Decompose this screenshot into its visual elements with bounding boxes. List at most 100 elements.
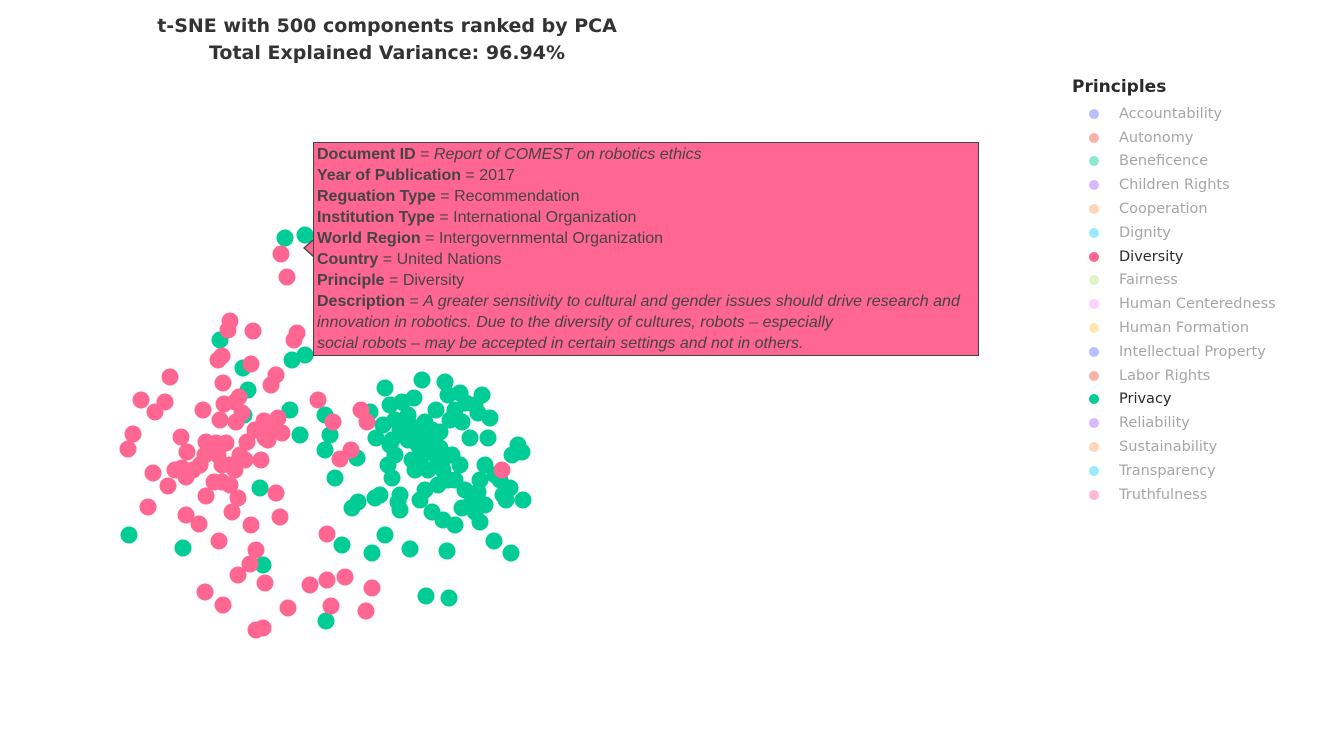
data-point[interactable]	[211, 533, 228, 550]
legend-item-privacy[interactable]: Privacy	[1072, 388, 1276, 412]
data-point[interactable]	[323, 598, 340, 615]
data-point[interactable]	[452, 457, 469, 474]
data-point[interactable]	[435, 462, 452, 479]
data-point[interactable]	[272, 509, 289, 526]
data-point[interactable]	[474, 387, 491, 404]
data-point[interactable]	[162, 369, 179, 386]
data-point[interactable]	[382, 437, 399, 454]
data-point[interactable]	[318, 613, 335, 630]
data-point[interactable]	[191, 516, 208, 533]
legend-item-human-formation[interactable]: Human Formation	[1072, 316, 1276, 340]
data-point[interactable]	[514, 444, 531, 461]
data-point[interactable]	[214, 348, 231, 365]
data-point[interactable]	[412, 492, 429, 509]
data-point[interactable]	[179, 444, 196, 461]
data-point[interactable]	[482, 410, 499, 427]
data-point[interactable]	[350, 494, 367, 511]
data-point[interactable]	[216, 396, 233, 413]
data-point[interactable]	[120, 441, 137, 458]
data-point[interactable]	[245, 323, 262, 340]
data-point[interactable]	[237, 452, 254, 469]
data-point[interactable]	[277, 230, 294, 247]
data-point[interactable]	[224, 504, 241, 521]
legend-item-autonomy[interactable]: Autonomy	[1072, 126, 1276, 150]
data-point[interactable]	[195, 402, 212, 419]
data-point[interactable]	[392, 422, 409, 439]
data-point[interactable]	[343, 442, 360, 459]
data-point[interactable]	[160, 478, 177, 495]
data-point[interactable]	[310, 392, 327, 409]
legend-item-transparency[interactable]: Transparency	[1072, 459, 1276, 483]
data-point[interactable]	[268, 485, 285, 502]
data-point[interactable]	[494, 462, 511, 479]
data-point[interactable]	[145, 465, 162, 482]
data-point[interactable]	[406, 390, 423, 407]
data-point[interactable]	[256, 413, 273, 430]
data-point[interactable]	[270, 410, 287, 427]
data-point[interactable]	[215, 597, 232, 614]
data-point[interactable]	[327, 470, 344, 487]
data-point[interactable]	[253, 452, 270, 469]
data-point[interactable]	[212, 412, 229, 429]
data-point[interactable]	[121, 527, 138, 544]
data-point[interactable]	[358, 603, 375, 620]
data-point[interactable]	[257, 430, 274, 447]
data-point[interactable]	[441, 590, 458, 607]
data-point[interactable]	[317, 442, 334, 459]
data-point[interactable]	[220, 322, 237, 339]
data-point[interactable]	[364, 545, 381, 562]
data-point[interactable]	[372, 487, 389, 504]
data-point[interactable]	[466, 490, 483, 507]
data-point[interactable]	[279, 269, 296, 286]
data-point[interactable]	[377, 380, 394, 397]
data-point[interactable]	[428, 402, 445, 419]
data-point[interactable]	[255, 620, 272, 637]
data-point[interactable]	[197, 584, 214, 601]
data-point[interactable]	[257, 575, 274, 592]
data-point[interactable]	[319, 572, 336, 589]
data-point[interactable]	[297, 347, 314, 364]
data-point[interactable]	[486, 533, 503, 550]
data-point[interactable]	[274, 425, 291, 442]
legend-item-labor-rights[interactable]: Labor Rights	[1072, 364, 1276, 388]
legend-item-intellectual-property[interactable]: Intellectual Property	[1072, 340, 1276, 364]
data-point[interactable]	[407, 462, 424, 479]
legend-item-truthfulness[interactable]: Truthfulness	[1072, 483, 1276, 507]
data-point[interactable]	[215, 375, 232, 392]
data-point[interactable]	[325, 414, 342, 431]
legend-item-dignity[interactable]: Dignity	[1072, 221, 1276, 245]
data-point[interactable]	[252, 480, 269, 497]
data-point[interactable]	[173, 429, 190, 446]
data-point[interactable]	[447, 517, 464, 534]
data-point[interactable]	[228, 414, 245, 431]
legend-item-reliability[interactable]: Reliability	[1072, 411, 1276, 435]
data-point[interactable]	[502, 480, 519, 497]
data-point[interactable]	[384, 470, 401, 487]
data-point[interactable]	[337, 569, 354, 586]
legend-item-sustainability[interactable]: Sustainability	[1072, 435, 1276, 459]
data-point[interactable]	[133, 392, 150, 409]
data-point[interactable]	[302, 577, 319, 594]
data-point[interactable]	[414, 372, 431, 389]
data-point[interactable]	[462, 430, 479, 447]
data-point[interactable]	[410, 422, 427, 439]
data-point[interactable]	[210, 447, 227, 464]
data-point[interactable]	[125, 426, 142, 443]
data-point[interactable]	[515, 492, 532, 509]
data-point[interactable]	[377, 527, 394, 544]
data-point[interactable]	[402, 541, 419, 558]
data-point[interactable]	[454, 414, 471, 431]
data-point[interactable]	[422, 437, 439, 454]
data-point[interactable]	[480, 430, 497, 447]
data-point[interactable]	[319, 526, 336, 543]
data-point[interactable]	[359, 414, 376, 431]
legend-item-diversity[interactable]: Diversity	[1072, 245, 1276, 269]
data-point[interactable]	[292, 427, 309, 444]
data-point[interactable]	[439, 543, 456, 560]
data-point[interactable]	[175, 540, 192, 557]
data-point[interactable]	[230, 567, 247, 584]
legend-item-children-rights[interactable]: Children Rights	[1072, 173, 1276, 197]
data-point[interactable]	[418, 588, 435, 605]
legend-item-cooperation[interactable]: Cooperation	[1072, 197, 1276, 221]
legend-item-beneficence[interactable]: Beneficence	[1072, 150, 1276, 174]
